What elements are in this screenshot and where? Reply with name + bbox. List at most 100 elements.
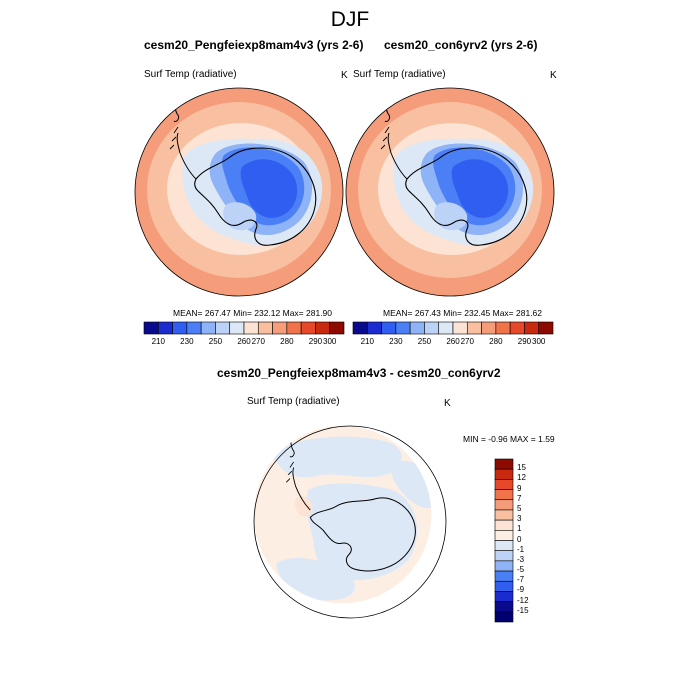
left-islands	[169, 126, 179, 150]
cbar-left-tick-label: 210	[151, 337, 165, 346]
variable-label-left: Surf Temp (radiative)	[144, 69, 237, 80]
cbar-diff-box-6	[494, 519, 514, 531]
diff-coastline	[309, 497, 416, 572]
cbar-diff-box-12	[494, 580, 514, 592]
right-map-border	[345, 87, 555, 297]
cbar-left-box-6	[229, 321, 245, 335]
cbar-diff-tick-label: 0	[517, 534, 522, 544]
cbar-left-box-9	[272, 321, 288, 335]
units-label-right: K	[550, 70, 557, 81]
cbar-diff-box-7	[494, 530, 514, 541]
cbar-diff-tick-label: 5	[517, 503, 522, 513]
left-interior-cold	[240, 159, 298, 218]
cbar-left-box-5	[215, 321, 231, 335]
cbar-diff-tick-label: -5	[517, 565, 525, 575]
cbar-right-box-10	[495, 321, 511, 335]
cbar-diff-tick-label: 15	[517, 463, 526, 473]
cbar-diff-tick-label: 1	[517, 524, 522, 534]
cbar-left-box-3	[186, 321, 202, 335]
right-islands	[380, 126, 390, 150]
cbar-diff-box-0	[494, 458, 514, 470]
cbar-diff-tick-label: -9	[517, 585, 525, 595]
cbar-diff-tick-label: -3	[517, 554, 525, 564]
colorbar-right	[352, 321, 554, 335]
cbar-right-box-11	[509, 321, 525, 335]
cbar-diff-tick-label: -15	[517, 605, 529, 615]
left-peninsula	[176, 132, 197, 180]
cbar-right-box-5	[424, 321, 440, 335]
cbar-left-box-11	[300, 321, 316, 335]
cbar-right-box-1	[366, 321, 382, 335]
diff-warm-patch-peninsula	[294, 496, 313, 517]
cbar-left-tick-label: 300	[323, 337, 337, 346]
cbar-right-box-7	[452, 321, 468, 335]
cbar-diff-box-1	[494, 468, 514, 480]
colorbar-difference	[494, 458, 514, 623]
cbar-diff-tick-label: -1	[517, 544, 525, 554]
cbar-diff-tick-label: 3	[517, 514, 522, 524]
left-ross-shelf	[223, 202, 257, 231]
left-map-border	[134, 87, 344, 297]
cbar-right-tick-label: 300	[532, 337, 546, 346]
right-ross-shelf	[434, 202, 468, 231]
cbar-left-tick-label: 270	[251, 337, 265, 346]
cbar-right-tick-label: 230	[389, 337, 403, 346]
cbar-right-box-6	[438, 321, 454, 335]
diff-cool-patch-north	[271, 436, 402, 478]
cbar-right-tick-label: 250	[417, 337, 432, 346]
cbar-diff-box-14	[494, 601, 514, 613]
right-peninsula	[387, 132, 408, 180]
cbar-diff-tick-label: -12	[517, 595, 529, 605]
left-coastline	[194, 147, 317, 246]
panel-title-left: cesm20_Pengfeiexp8mam4v3 (yrs 2-6)	[144, 38, 364, 52]
cbar-diff-box-10	[494, 560, 514, 572]
map-right	[345, 87, 555, 297]
units-label-left: K	[341, 70, 348, 81]
cbar-left-tick-label: 260	[237, 337, 251, 346]
map-left	[134, 87, 344, 297]
cbar-diff-tick-label: 7	[517, 493, 522, 503]
cbar-diff-tick-label: -7	[517, 575, 525, 585]
cbar-right-tick-label: 260	[446, 337, 460, 346]
diff-cool-patch-south	[276, 558, 355, 601]
cbar-diff-box-2	[494, 479, 514, 490]
cbar-right-box-4	[409, 321, 425, 335]
cbar-right-tick-label: 290	[517, 337, 532, 346]
right-coastline	[405, 147, 528, 246]
cbar-left-box-2	[172, 321, 188, 335]
diff-units-label: K	[444, 398, 451, 409]
cbar-left-box-13	[329, 321, 345, 335]
season-title: DJF	[330, 8, 370, 31]
cbar-diff-box-4	[494, 499, 514, 511]
cbar-right-tick-label: 270	[460, 337, 474, 346]
cbar-right-tick-label: 280	[489, 337, 503, 346]
cbar-left-box-4	[200, 321, 216, 335]
map-difference	[253, 425, 447, 619]
variable-label-right: Surf Temp (radiative)	[353, 69, 446, 80]
cbar-left-tick-label: 280	[280, 337, 294, 346]
cbar-diff-box-15	[494, 611, 514, 623]
diff-variable-label: Surf Temp (radiative)	[247, 396, 340, 407]
right-interior-cold	[451, 159, 509, 218]
cbar-left-tick-label: 250	[208, 337, 223, 346]
cbar-right-box-8	[466, 321, 482, 335]
cbar-diff-tick-label: 9	[517, 483, 522, 493]
cbar-left-box-10	[286, 321, 302, 335]
cbar-right-box-0	[352, 321, 368, 335]
panel-title-right: cesm20_con6yrv2 (yrs 2-6)	[384, 38, 538, 52]
diff-peninsula	[292, 467, 311, 511]
cbar-right-tick-label: 210	[360, 337, 374, 346]
diff-panel-title: cesm20_Pengfeiexp8mam4v3 - cesm20_con6yr…	[217, 366, 501, 380]
stats-left: MEAN= 267.47 Min= 232.12 Max= 281.90	[173, 308, 333, 318]
cbar-diff-box-9	[494, 550, 514, 562]
cbar-left-box-8	[257, 321, 273, 335]
cbar-diff-box-5	[494, 509, 514, 521]
cbar-diff-box-8	[494, 540, 514, 551]
cbar-left-tick-label: 290	[308, 337, 323, 346]
diff-stats: MIN = -0.96 MAX = 1.59	[463, 434, 555, 444]
cbar-left-box-7	[243, 321, 259, 335]
diff-map-border	[253, 425, 447, 619]
cbar-diff-box-11	[494, 570, 514, 582]
cbar-left-box-0	[143, 321, 159, 335]
cbar-left-box-1	[157, 321, 173, 335]
